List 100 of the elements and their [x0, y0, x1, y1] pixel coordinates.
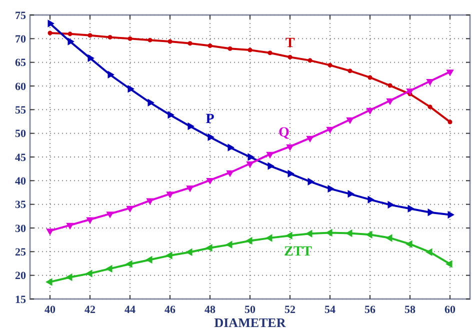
point	[228, 46, 232, 51]
point	[68, 38, 74, 46]
y-tick-label: 60	[15, 80, 26, 93]
point	[86, 217, 94, 224]
point	[48, 20, 54, 28]
point	[406, 240, 412, 248]
point	[48, 30, 52, 36]
x-tick-label: 40	[44, 304, 56, 316]
point	[268, 50, 272, 56]
point	[368, 196, 374, 204]
point	[288, 54, 292, 60]
point	[188, 122, 194, 130]
y-tick-label: 70	[15, 34, 26, 46]
point	[406, 88, 414, 96]
point	[426, 248, 432, 256]
point	[208, 133, 214, 141]
point	[366, 108, 374, 115]
x-tick-label: 60	[444, 304, 456, 316]
point	[346, 229, 352, 238]
point	[306, 136, 314, 143]
y-tick-label: 30	[15, 222, 26, 235]
point	[386, 234, 392, 242]
x-axis-title: DIAMETER	[214, 315, 286, 330]
point	[188, 41, 192, 46]
point	[388, 200, 394, 209]
point	[146, 198, 154, 206]
point	[66, 273, 72, 282]
point	[248, 153, 254, 161]
point	[108, 70, 114, 79]
point	[106, 212, 114, 218]
series-label: T	[285, 36, 296, 52]
point	[426, 79, 434, 86]
point	[168, 39, 172, 44]
point	[108, 34, 112, 40]
x-tick-label: 54	[324, 304, 336, 316]
point	[246, 236, 252, 245]
point	[166, 192, 174, 198]
x-tick-label: 48	[204, 304, 216, 316]
series-label: ZTT	[284, 244, 313, 260]
series-label: P	[206, 112, 215, 128]
point	[428, 104, 432, 110]
y-tick-label: 75	[15, 10, 26, 22]
point	[448, 120, 452, 124]
point	[446, 260, 452, 268]
point	[366, 230, 372, 238]
point	[348, 190, 354, 198]
point	[128, 36, 132, 41]
point	[128, 84, 134, 93]
point	[306, 230, 312, 238]
point	[266, 234, 272, 242]
y-tick-label: 15	[15, 294, 26, 306]
point	[326, 126, 334, 134]
y-tick-label: 65	[15, 57, 26, 70]
x-tick-label: 56	[364, 304, 376, 316]
point	[368, 75, 372, 80]
x-tick-label: 50	[244, 304, 256, 316]
point	[88, 54, 94, 62]
point	[328, 184, 334, 193]
point	[408, 204, 414, 212]
y-tick-label: 45	[15, 152, 26, 164]
point	[348, 68, 352, 74]
y-tick-label: 55	[15, 104, 26, 117]
series-label: Q	[278, 126, 290, 141]
point	[286, 232, 292, 240]
point	[146, 256, 152, 264]
point	[328, 62, 332, 68]
x-tick-label: 46	[164, 304, 176, 316]
point	[226, 170, 234, 178]
point	[186, 186, 194, 192]
point	[288, 170, 294, 178]
x-tick-label: 52	[284, 304, 296, 316]
y-tick-label: 35	[15, 199, 26, 212]
point	[88, 33, 92, 38]
point	[86, 270, 92, 278]
point	[428, 208, 434, 216]
point	[248, 48, 252, 52]
point	[168, 111, 174, 119]
point	[166, 252, 172, 260]
point	[286, 144, 294, 152]
point	[126, 260, 132, 268]
point	[186, 248, 192, 256]
point	[448, 210, 454, 219]
point	[46, 278, 52, 286]
y-tick-label: 50	[15, 128, 26, 140]
point	[308, 58, 312, 63]
point	[388, 83, 392, 88]
point	[206, 244, 212, 252]
y-tick-label: 40	[15, 176, 26, 188]
point	[246, 161, 254, 168]
point	[148, 98, 154, 106]
y-tick-label: 20	[15, 270, 26, 282]
point	[226, 240, 232, 248]
point	[228, 144, 234, 152]
point	[446, 70, 454, 76]
point	[106, 264, 112, 273]
point	[308, 178, 314, 186]
point	[68, 32, 72, 36]
point	[46, 228, 54, 236]
point	[208, 44, 212, 48]
point	[266, 152, 274, 159]
